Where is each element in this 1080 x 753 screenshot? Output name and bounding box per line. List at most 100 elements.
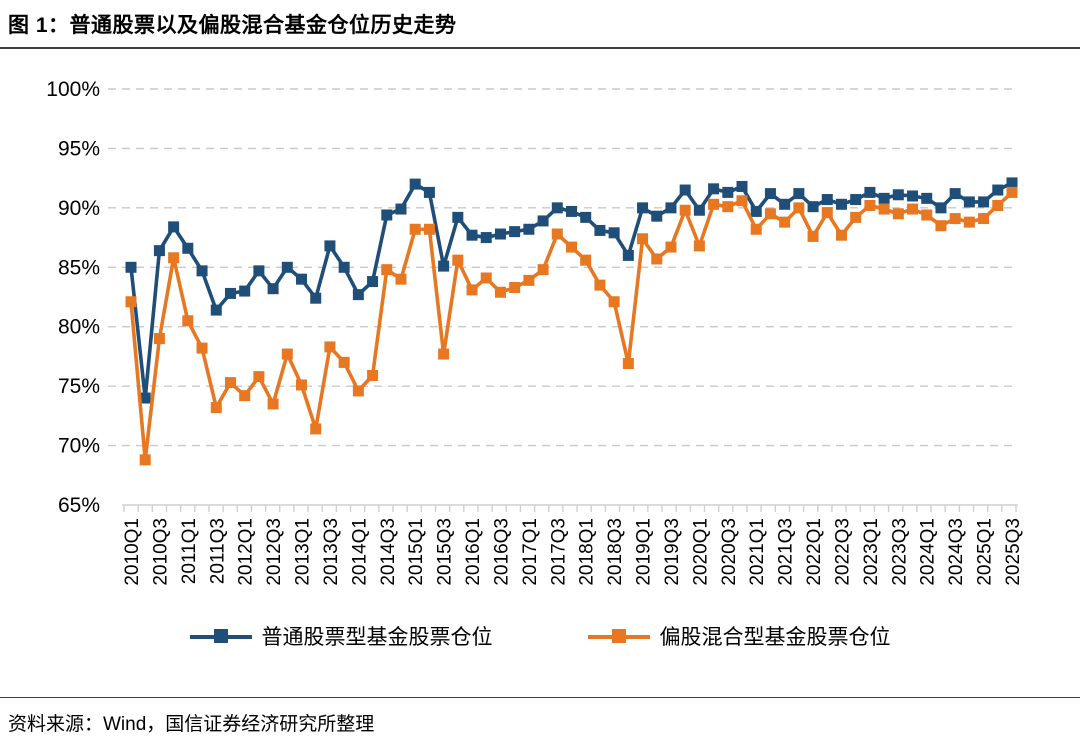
- data-point-marker: [281, 261, 293, 273]
- data-point-marker: [693, 240, 705, 252]
- data-point-marker: [651, 253, 663, 265]
- data-point-marker: [253, 371, 265, 383]
- data-point-marker: [594, 224, 606, 236]
- data-point-marker: [566, 205, 577, 217]
- svg-text:2015Q1: 2015Q1: [406, 518, 427, 586]
- data-point-marker: [580, 254, 592, 266]
- data-point-marker: [423, 186, 435, 198]
- data-point-marker: [722, 186, 734, 198]
- data-point-marker: [651, 210, 663, 222]
- data-point-marker: [821, 194, 833, 206]
- data-point-marker: [466, 284, 478, 296]
- data-point-marker: [324, 240, 336, 252]
- data-point-marker: [708, 183, 720, 195]
- data-point-marker: [736, 180, 748, 192]
- svg-text:2010Q3: 2010Q3: [150, 518, 171, 586]
- data-point-marker: [665, 202, 677, 214]
- svg-text:2016Q3: 2016Q3: [491, 518, 512, 586]
- svg-text:2015Q3: 2015Q3: [435, 518, 456, 586]
- svg-text:2017Q1: 2017Q1: [520, 518, 541, 586]
- title-divider: [0, 47, 1080, 49]
- svg-text:85%: 85%: [58, 256, 100, 279]
- y-axis-labels: 100% 95% 90% 85% 80% 75% 70% 65%: [46, 78, 100, 517]
- data-point-marker: [409, 223, 421, 235]
- data-point-marker: [622, 358, 634, 370]
- svg-text:2021Q1: 2021Q1: [747, 518, 768, 586]
- data-point-marker: [296, 273, 308, 285]
- data-point-marker: [239, 285, 251, 297]
- data-point-marker: [935, 202, 947, 214]
- data-point-marker: [637, 202, 649, 214]
- data-point-marker: [992, 199, 1004, 211]
- data-point-marker: [182, 242, 194, 254]
- data-point-marker: [907, 203, 919, 215]
- data-point-marker: [509, 226, 521, 238]
- data-point-marker: [878, 192, 890, 204]
- data-point-marker: [835, 198, 847, 210]
- data-point-marker: [779, 216, 791, 228]
- svg-text:2022Q3: 2022Q3: [832, 518, 853, 586]
- data-point-marker: [153, 245, 165, 257]
- data-point-marker: [395, 273, 407, 285]
- data-point-marker: [395, 203, 407, 215]
- data-point-marker: [196, 342, 208, 354]
- data-point-marker: [892, 189, 904, 201]
- data-point-marker: [850, 194, 862, 206]
- data-point-marker: [1006, 177, 1018, 189]
- svg-text:2021Q3: 2021Q3: [776, 518, 797, 586]
- data-point-marker: [267, 398, 279, 410]
- series-ordinary-stock-fund: [125, 177, 1018, 404]
- data-point-marker: [324, 341, 336, 353]
- svg-text:2018Q1: 2018Q1: [577, 518, 598, 586]
- svg-text:2023Q3: 2023Q3: [889, 518, 910, 586]
- data-point-marker: [963, 196, 975, 208]
- data-point-marker: [821, 207, 833, 219]
- data-point-marker: [210, 402, 222, 414]
- data-point-marker: [1006, 186, 1018, 198]
- svg-text:2012Q3: 2012Q3: [264, 518, 285, 586]
- footer-divider: [0, 697, 1080, 698]
- svg-text:100%: 100%: [46, 78, 100, 101]
- data-point-marker: [864, 186, 876, 198]
- data-point-marker: [750, 205, 762, 217]
- data-point-marker: [125, 296, 137, 308]
- data-point-marker: [168, 252, 180, 264]
- data-point-marker: [168, 221, 180, 233]
- svg-text:2020Q3: 2020Q3: [719, 518, 740, 586]
- data-point-marker: [253, 265, 265, 277]
- data-point-marker: [210, 304, 222, 316]
- data-point-marker: [438, 348, 450, 360]
- line-chart-canvas: 100%95%90%85%80%75%70%65%2010Q1 2010Q3 201…: [46, 78, 1024, 586]
- data-point-marker: [523, 274, 535, 286]
- data-point-marker: [949, 188, 961, 200]
- chart-title: 图 1：普通股票以及偏股混合基金仓位历史走势: [8, 14, 457, 37]
- data-point-marker: [537, 215, 549, 227]
- svg-text:2011Q3: 2011Q3: [207, 518, 228, 584]
- data-point-marker: [139, 454, 151, 466]
- data-point-marker: [807, 201, 819, 213]
- data-point-marker: [310, 292, 322, 304]
- x-axis-labels: 2010Q1 2010Q3 2011Q1 2011Q3 2012Q1 2012Q3 2013…: [122, 518, 1024, 586]
- data-point-marker: [580, 211, 592, 223]
- svg-text:2014Q3: 2014Q3: [378, 518, 399, 586]
- data-point-marker: [566, 241, 577, 253]
- svg-text:2011Q1: 2011Q1: [179, 518, 200, 584]
- svg-text:75%: 75%: [58, 375, 100, 398]
- svg-text:2016Q1: 2016Q1: [463, 518, 484, 586]
- data-point-marker: [438, 260, 450, 272]
- data-point-marker: [835, 229, 847, 241]
- data-point-marker: [736, 195, 748, 207]
- svg-text:2022Q1: 2022Q1: [804, 518, 825, 586]
- svg-text:2019Q1: 2019Q1: [634, 518, 655, 586]
- data-point-marker: [637, 233, 649, 245]
- svg-text:2014Q1: 2014Q1: [349, 518, 370, 586]
- data-point-marker: [708, 198, 720, 210]
- svg-text:2012Q1: 2012Q1: [236, 518, 257, 586]
- data-point-marker: [551, 202, 563, 214]
- svg-text:70%: 70%: [58, 435, 100, 458]
- data-point-marker: [267, 283, 279, 295]
- legend-item-ordinary-stock-fund: 普通股票型基金股票仓位: [189, 621, 493, 651]
- legend-label-hybrid: 偏股混合型基金股票仓位: [659, 626, 891, 649]
- data-point-marker: [807, 230, 819, 242]
- data-point-marker: [310, 423, 322, 435]
